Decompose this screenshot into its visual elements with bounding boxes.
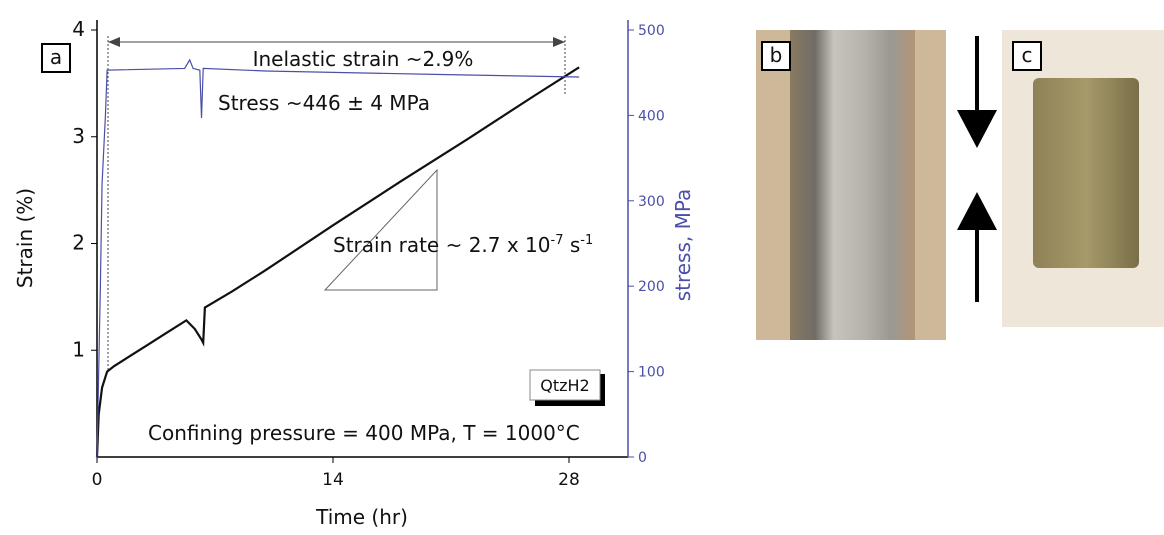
- y2-tick-label: 100: [638, 365, 665, 381]
- y2-tick-label: 300: [638, 194, 665, 210]
- panel-box: [761, 41, 791, 71]
- annotation: Strain rate ~ 2.7 x 10-7 s-1: [333, 233, 593, 257]
- panel-label: a: [50, 45, 62, 69]
- annotation-unit: s: [563, 233, 580, 257]
- x-tick-label: 14: [322, 470, 344, 490]
- annotation-text: Strain rate ~ 2.7 x 10: [333, 233, 551, 257]
- y2-tick-label: 400: [638, 108, 665, 124]
- sample-label: QtzH2: [540, 376, 589, 395]
- y2-tick-label: 500: [638, 23, 665, 39]
- panel-label: b: [770, 43, 783, 67]
- annotation: Inelastic strain ~2.9%: [253, 47, 474, 71]
- y2-axis-label: stress, MPa: [671, 189, 695, 302]
- annotation-exp: -7: [551, 233, 564, 248]
- annotation-exp: -1: [580, 233, 593, 248]
- y-tick-label: 4: [72, 17, 85, 41]
- arrow-head: [553, 37, 565, 47]
- specimen-c: [1033, 78, 1139, 268]
- panel-label: c: [1022, 43, 1033, 67]
- y-tick-label: 1: [72, 337, 85, 361]
- x-tick-label: 0: [92, 470, 103, 490]
- y-tick-label: 2: [72, 231, 85, 255]
- panel-box: [1012, 41, 1042, 71]
- annotation: Stress ~446 ± 4 MPa: [218, 91, 430, 115]
- annotation: Confining pressure = 400 MPa, T = 1000°C: [148, 421, 580, 445]
- panel-box: [41, 43, 71, 73]
- label-box: [529, 369, 601, 401]
- arrow-head: [957, 110, 997, 148]
- slope-triangle: [323, 168, 438, 291]
- y2-tick-label: 0: [638, 450, 647, 466]
- arrow-head: [957, 192, 997, 230]
- x-axis-label: Time (hr): [315, 505, 408, 529]
- data-line: [96, 58, 580, 458]
- specimen-b: [790, 30, 915, 340]
- y2-tick-label: 200: [638, 279, 665, 295]
- arrow-head: [108, 37, 120, 47]
- y-tick-label: 3: [72, 124, 85, 148]
- x-tick-label: 28: [558, 470, 580, 490]
- y-axis-label: Strain (%): [13, 188, 37, 288]
- data-line: [95, 66, 580, 458]
